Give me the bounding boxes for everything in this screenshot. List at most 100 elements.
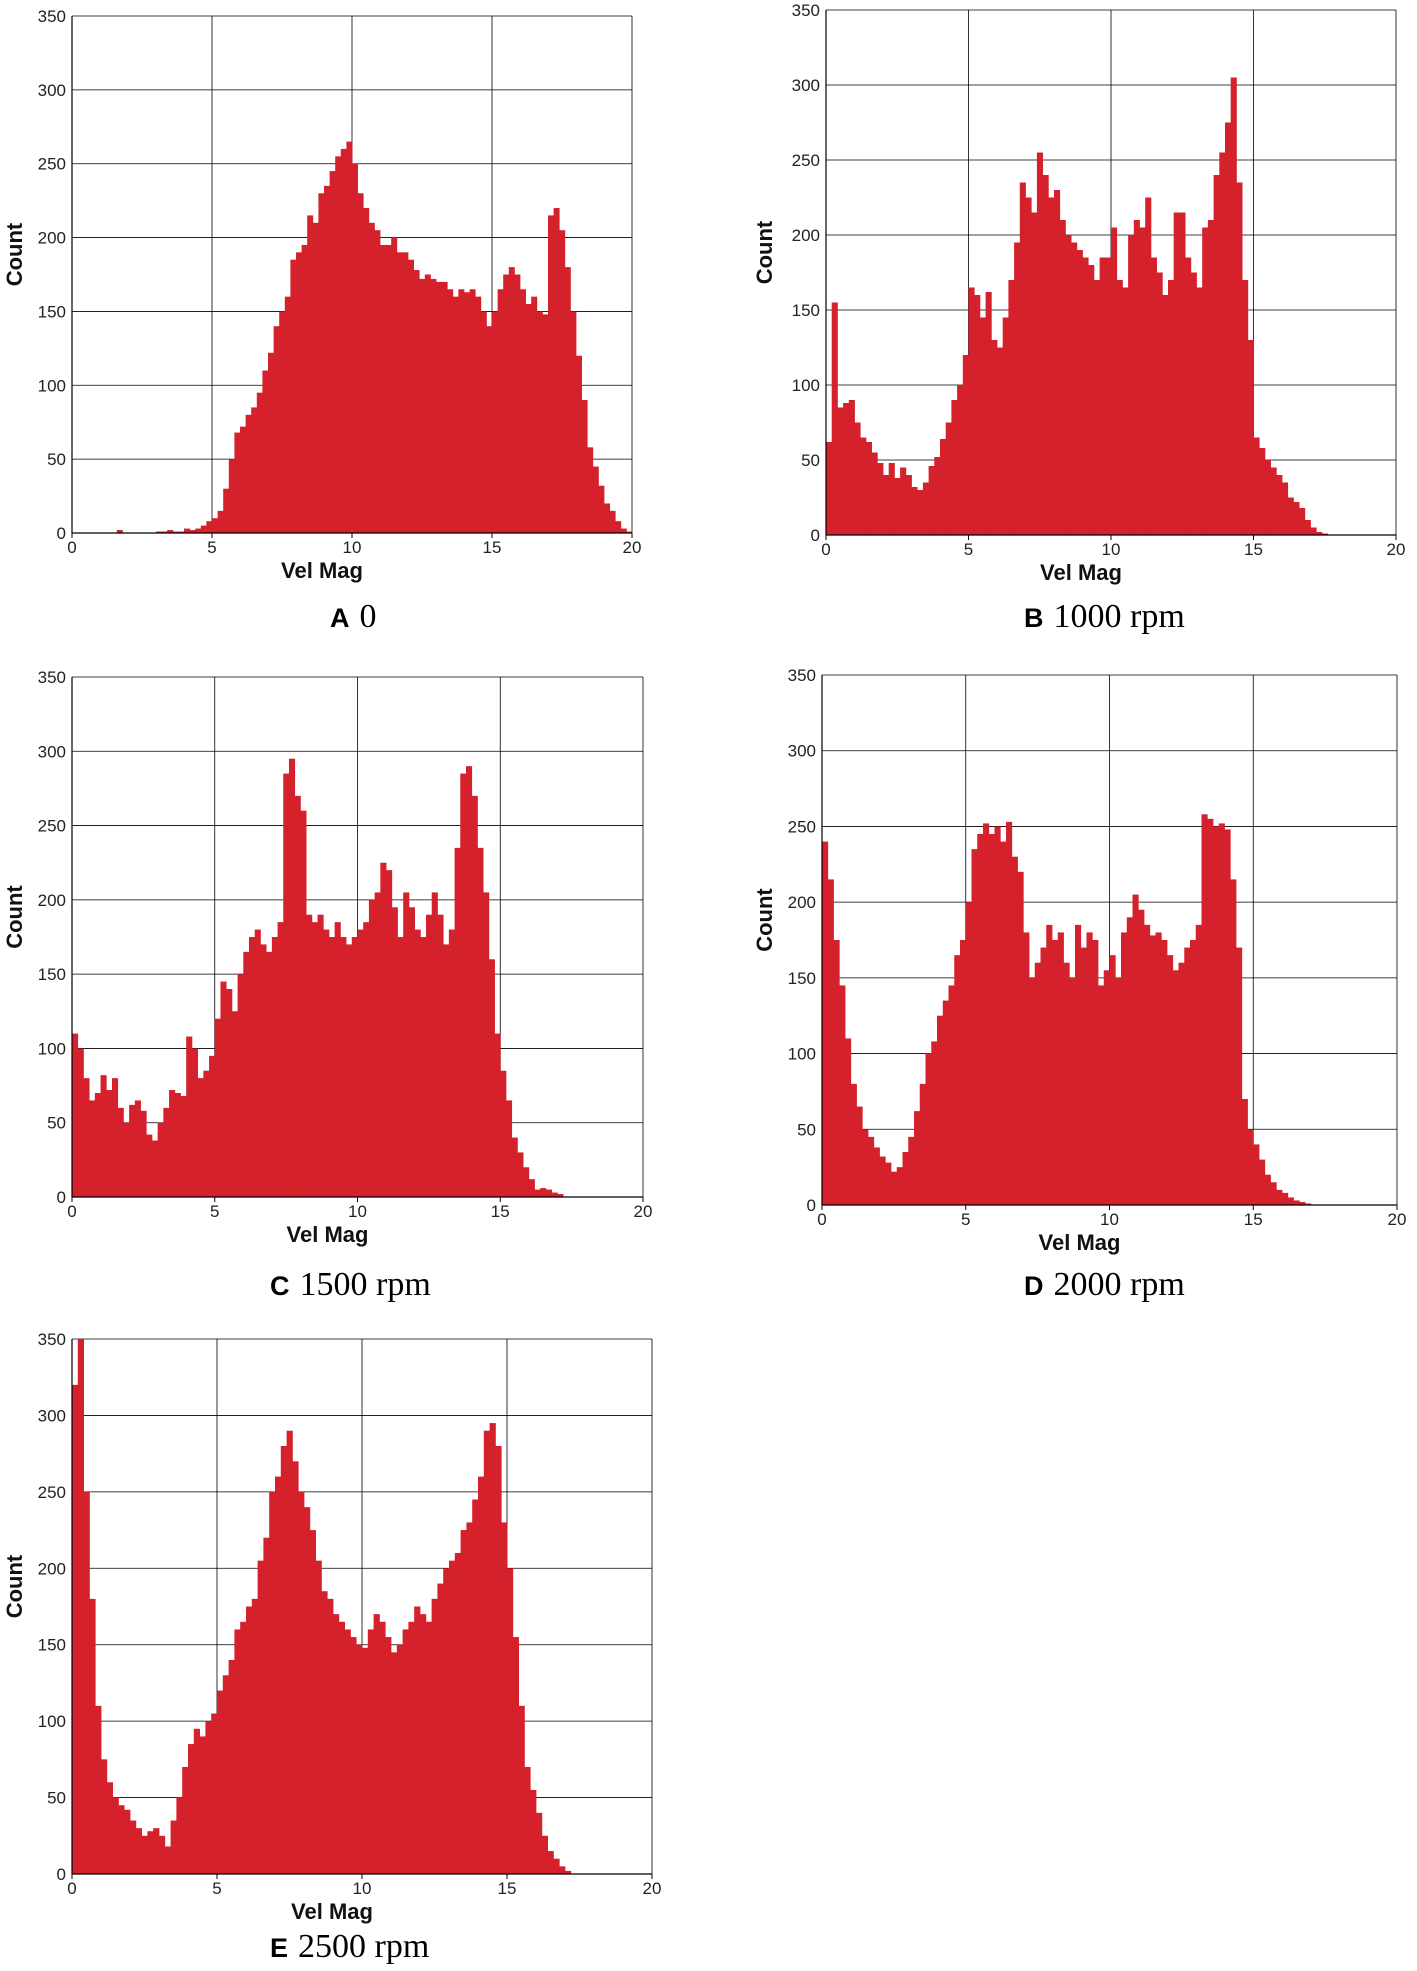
histogram-bar bbox=[414, 929, 421, 1197]
histogram-bar bbox=[1242, 280, 1249, 535]
chart-panel-c: 0 5 10 15 20 0 50 100 150 200 250 300 350 Vel Mag Coun… bbox=[0, 665, 673, 1265]
y-tick-label: 50 bbox=[801, 451, 820, 470]
y-tick-label: 0 bbox=[811, 526, 820, 545]
histogram-bar bbox=[256, 392, 263, 533]
histogram-bar bbox=[862, 1129, 869, 1205]
histogram-bar bbox=[954, 955, 961, 1205]
histogram-bar bbox=[1059, 220, 1066, 535]
y-tick-label: 300 bbox=[792, 76, 820, 95]
histogram-bar bbox=[511, 1137, 518, 1197]
histogram-bar bbox=[827, 879, 834, 1205]
histogram-bar bbox=[251, 407, 258, 533]
caption-letter-d: D bbox=[1024, 1271, 1044, 1301]
histogram-bar bbox=[288, 758, 296, 1197]
y-tick-label: 0 bbox=[57, 1865, 66, 1884]
y-tick-label: 250 bbox=[38, 155, 66, 174]
histogram-bar bbox=[871, 452, 878, 535]
histogram-bar bbox=[268, 352, 274, 533]
histogram-bar bbox=[541, 1835, 548, 1874]
histogram-bar bbox=[553, 208, 560, 533]
histogram-bar bbox=[497, 289, 504, 533]
y-tick-label: 50 bbox=[47, 1114, 66, 1133]
x-tick-label: 10 bbox=[348, 1202, 367, 1221]
histogram-bar bbox=[1316, 532, 1323, 535]
y-tick-label: 300 bbox=[38, 742, 66, 761]
histogram-bar bbox=[531, 296, 538, 533]
histogram-bar bbox=[283, 773, 290, 1197]
y-tick-label: 150 bbox=[38, 1636, 66, 1655]
histogram-bar bbox=[340, 148, 347, 533]
histogram-bar bbox=[454, 847, 461, 1197]
y-tick-label: 150 bbox=[788, 969, 816, 988]
histogram-bar bbox=[1145, 197, 1152, 535]
histogram-bar bbox=[83, 1078, 90, 1197]
histogram-bar bbox=[157, 1122, 164, 1197]
histogram-bar bbox=[206, 521, 213, 533]
y-tick-label: 200 bbox=[38, 1559, 66, 1578]
histogram-bar bbox=[609, 510, 616, 533]
histogram-bar bbox=[100, 1075, 107, 1197]
histogram-bar bbox=[1082, 257, 1089, 535]
histogram-bar bbox=[205, 1721, 212, 1874]
histogram-bar bbox=[547, 1851, 554, 1874]
histogram-bar bbox=[900, 467, 907, 535]
histogram-bar bbox=[1201, 814, 1208, 1205]
histogram-bar bbox=[1241, 1099, 1248, 1205]
histogram-bar bbox=[626, 531, 633, 533]
histogram-bar bbox=[217, 1690, 224, 1874]
histogram-bar bbox=[420, 937, 427, 1197]
histogram-bar bbox=[182, 1767, 189, 1874]
histogram-bar bbox=[1116, 280, 1123, 535]
bars-c bbox=[72, 758, 564, 1197]
x-tick-label: 0 bbox=[821, 540, 830, 559]
histogram-bar bbox=[965, 902, 972, 1205]
x-tick-label: 5 bbox=[961, 1210, 970, 1229]
histogram-bar bbox=[263, 1537, 270, 1874]
histogram-bar bbox=[985, 292, 992, 535]
histogram-bar bbox=[327, 1598, 334, 1874]
histogram-bar bbox=[167, 530, 174, 533]
histogram-bar bbox=[130, 1820, 137, 1874]
histogram-bar bbox=[1218, 823, 1225, 1205]
histogram-bar bbox=[465, 766, 473, 1197]
histogram-bar bbox=[443, 944, 450, 1197]
histogram-bar bbox=[324, 185, 330, 533]
histogram-bar bbox=[447, 289, 454, 533]
histogram-bar bbox=[199, 1736, 206, 1874]
histogram-bar bbox=[437, 1583, 444, 1874]
histogram-bar bbox=[211, 1713, 218, 1874]
histogram-bar bbox=[188, 1744, 195, 1874]
histogram-bar bbox=[425, 1621, 432, 1874]
histogram-bar bbox=[367, 1629, 374, 1874]
histogram-bar bbox=[1213, 175, 1220, 535]
histogram-bar bbox=[311, 922, 318, 1197]
chart-panel-a: 0 5 10 15 20 0 50 100 150 200 250 300 350 Vel Mag Coun… bbox=[0, 0, 662, 600]
chart-panel-e: 0 5 10 15 20 0 50 100 150 200 250 300 350 Vel Mag Coun… bbox=[0, 1325, 682, 1925]
histogram-bar bbox=[1054, 190, 1061, 535]
histogram-bar bbox=[940, 439, 947, 535]
histogram-bar bbox=[991, 340, 998, 535]
histogram-bar bbox=[391, 237, 398, 534]
histogram-bar bbox=[1190, 272, 1197, 535]
y-axis-label: Count bbox=[2, 885, 27, 949]
histogram-bar bbox=[277, 922, 284, 1197]
histogram-bar bbox=[466, 1522, 473, 1874]
histogram-bar bbox=[220, 981, 227, 1197]
histogram-bar bbox=[471, 795, 478, 1197]
histogram-bar bbox=[271, 937, 278, 1197]
histogram-bar bbox=[273, 326, 280, 533]
histogram-bar bbox=[243, 951, 250, 1197]
y-tick-label: 350 bbox=[788, 666, 816, 685]
histogram-bar bbox=[321, 1591, 328, 1874]
histogram-bar bbox=[957, 385, 964, 535]
histogram-bar bbox=[246, 1606, 253, 1874]
y-tick-label: 100 bbox=[792, 376, 820, 395]
histogram-bar bbox=[489, 1423, 496, 1874]
histogram-bar bbox=[1014, 242, 1021, 535]
histogram-bar bbox=[431, 892, 438, 1197]
x-tick-label: 15 bbox=[491, 1202, 510, 1221]
histogram-bar bbox=[492, 311, 498, 533]
y-tick-label: 0 bbox=[57, 1188, 66, 1207]
histogram-bar bbox=[559, 1866, 566, 1874]
